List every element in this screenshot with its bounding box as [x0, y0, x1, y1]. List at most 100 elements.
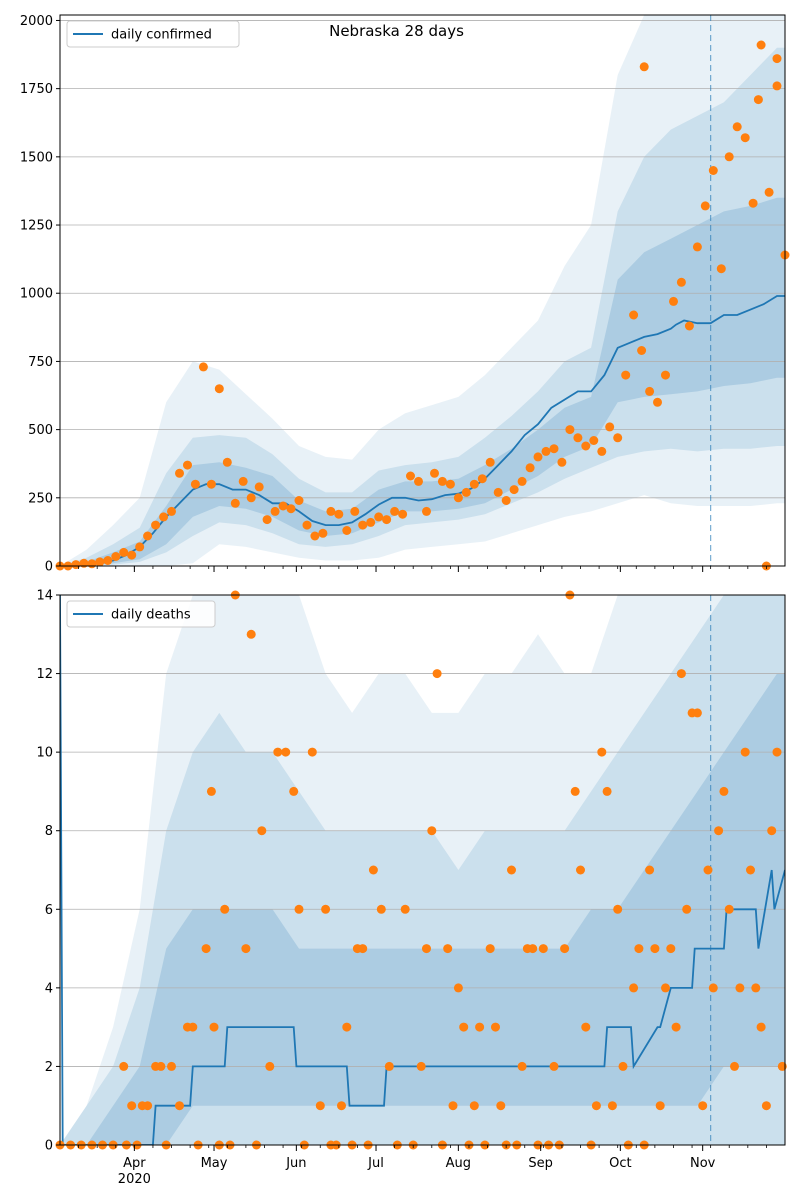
deaths-panel: 0 2 4 6 8 10 12 14 Apr May Jun Jul Aug Sep Oct Nov 2020 d…: [36, 589, 787, 1187]
data-point: [661, 983, 670, 993]
data-point: [639, 62, 649, 72]
data-point: [730, 1061, 739, 1071]
data-point: [334, 509, 344, 519]
data-point: [493, 487, 503, 497]
data-point: [485, 944, 495, 954]
y-tick-label: 8: [45, 824, 53, 839]
data-point: [613, 433, 623, 443]
data-point: [286, 504, 296, 514]
data-point: [143, 1101, 153, 1111]
data-point: [198, 362, 208, 372]
data-point: [576, 865, 585, 875]
data-point: [430, 468, 439, 478]
data-point: [257, 826, 267, 836]
data-point: [368, 865, 378, 875]
model-line: [60, 295, 785, 566]
data-point: [437, 476, 447, 486]
data-point: [127, 550, 137, 560]
data-point: [342, 526, 352, 535]
legend: daily confirmed: [66, 20, 240, 48]
data-point: [358, 944, 368, 954]
y-tick-label: 14: [36, 589, 53, 604]
data-point: [302, 520, 312, 530]
data-point: [761, 1101, 771, 1111]
data-point: [119, 547, 129, 557]
band-outer: [60, 15, 785, 566]
data-point: [103, 556, 113, 565]
data-point: [448, 1101, 458, 1111]
model-line: [60, 595, 785, 1145]
data-point: [175, 1101, 184, 1111]
data-point: [156, 1061, 166, 1071]
data-point: [310, 531, 320, 541]
data-point: [698, 1101, 708, 1111]
data-point: [406, 471, 415, 481]
data-point: [565, 425, 575, 435]
data-point: [607, 1101, 617, 1111]
y-tick-label: 6: [45, 903, 53, 918]
data-point: [241, 944, 251, 954]
data-point: [206, 786, 216, 796]
data-point: [549, 1061, 559, 1071]
x-tick-label: Oct: [609, 1156, 631, 1171]
band-middle: [60, 47, 785, 566]
data-point: [525, 463, 535, 473]
y-tick-label: 0: [45, 1139, 53, 1154]
data-point: [307, 747, 317, 757]
data-point: [453, 983, 463, 993]
data-point: [629, 983, 639, 993]
data-point: [597, 747, 607, 757]
data-point: [621, 370, 631, 380]
data-point: [167, 506, 176, 516]
data-point: [557, 457, 567, 467]
data-point: [748, 198, 758, 208]
data-point: [692, 242, 702, 252]
data-point: [597, 446, 607, 456]
data-point: [533, 452, 543, 462]
data-point: [384, 1061, 394, 1071]
data-point: [398, 509, 408, 519]
data-point: [549, 444, 559, 454]
y-tick-label: 10: [36, 746, 53, 761]
y-tick-label: 2000: [20, 14, 53, 29]
data-point: [230, 498, 240, 508]
data-point: [400, 904, 410, 914]
data-point: [756, 1022, 766, 1032]
data-point: [684, 321, 694, 331]
data-point: [427, 826, 437, 836]
x-tick-label: Nov: [690, 1156, 716, 1171]
data-point: [461, 487, 471, 497]
data-point: [541, 446, 551, 456]
data-point: [201, 944, 211, 954]
data-point: [321, 904, 331, 914]
data-point: [111, 552, 121, 561]
data-point: [735, 983, 745, 993]
data-point: [740, 133, 750, 143]
data-point: [206, 479, 216, 489]
data-point: [653, 397, 662, 407]
data-point: [618, 1061, 628, 1071]
data-point: [669, 296, 678, 306]
data-point: [214, 384, 224, 394]
data-point: [254, 482, 264, 492]
data-point: [538, 944, 548, 954]
data-point: [676, 277, 686, 287]
data-point: [485, 457, 495, 467]
data-point: [682, 904, 692, 914]
data-point: [270, 506, 280, 516]
data-point: [262, 515, 272, 525]
data-point: [719, 786, 729, 796]
data-point: [222, 457, 232, 467]
data-point: [143, 531, 153, 541]
data-point: [581, 441, 591, 451]
data-point: [772, 81, 782, 91]
axes-frame: [59, 14, 786, 567]
data-point: [294, 496, 304, 505]
data-point: [188, 1022, 198, 1032]
data-point: [756, 40, 766, 50]
data-point: [326, 506, 336, 516]
y-tick-label: 1500: [20, 150, 53, 165]
data-point: [764, 187, 774, 197]
y-tick-label: 4: [45, 981, 53, 996]
data-point: [613, 904, 623, 914]
